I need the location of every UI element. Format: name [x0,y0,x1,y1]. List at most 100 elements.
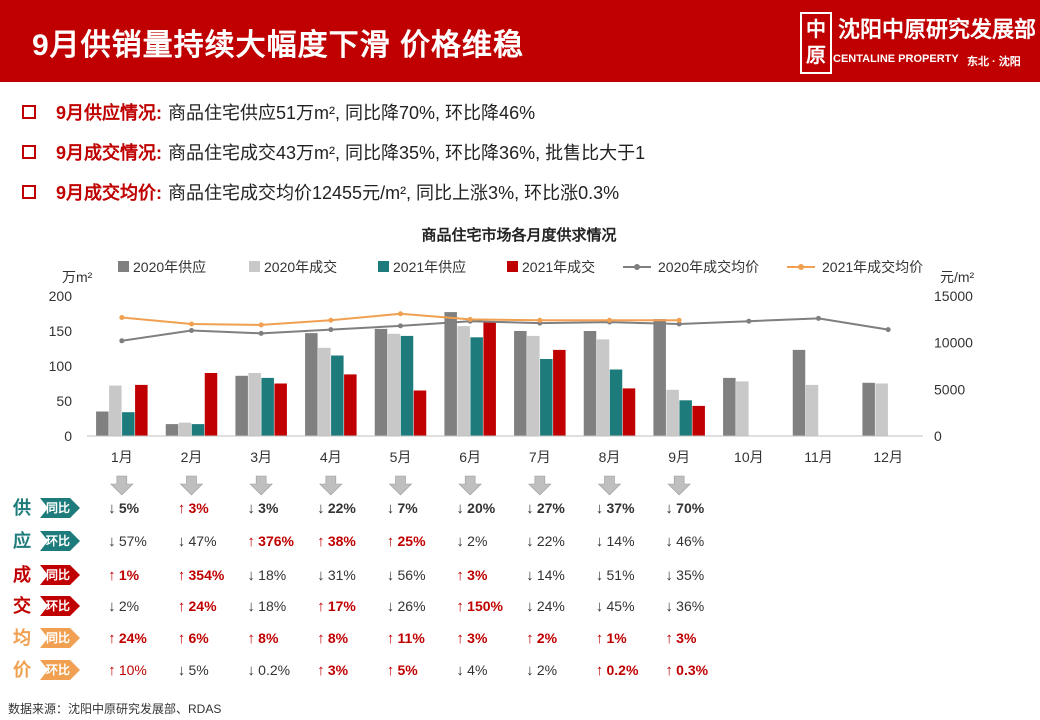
table-cell-value: 0.2% [258,662,290,678]
cell-number: 3 [467,567,475,583]
cell-percent: % [413,567,425,583]
cell-number: 25 [398,533,414,549]
cell-number: 3 [467,630,475,646]
cell-percent: % [336,630,349,646]
cell-number: 27 [537,500,553,516]
down-arrow-icon: ↓ [665,567,673,584]
cell-percent: % [343,567,355,583]
cell-number: 5 [189,662,197,678]
group-label-char: 交 [13,595,31,616]
line-2020年成交均价 [121,317,889,342]
company-name-en: CENTALINE PROPERTY [833,53,959,65]
bar-2021年成交 [413,390,427,436]
cell-percent: % [692,567,704,583]
cell-number: 5 [119,500,127,516]
x-tick-label: 11月 [804,449,833,465]
up-arrow-icon: ↑ [178,630,186,647]
table-cell-value: 0.2% [607,662,639,678]
down-arrow-icon: ↓ [596,598,604,615]
bar-2020年供应 [792,349,806,436]
bar-2021年成交 [204,373,218,436]
table-cell-value: 10% [119,662,147,678]
x-tick-label: 8月 [599,449,621,465]
cell-number: 51 [607,567,623,583]
supply-demand-chart: 商品住宅市场各月度供求情况 2020年供应 2020年成交 2021年供应 2021年成… [12,226,975,680]
bar-2021年供应 [470,337,483,436]
bar-2021年供应 [191,424,205,436]
row-tag-arrow [40,660,80,680]
table-cell-value: 3% [467,630,488,646]
cell-number: 56 [398,567,414,583]
y-tick-right: 15000 [934,288,973,304]
bar-2021年供应 [331,355,344,436]
up-arrow-icon: ↑ [178,598,186,615]
table-cell-value: 22% [537,533,565,549]
down-arrow-icon [667,475,691,496]
bar-2020年供应 [235,375,248,436]
table-cell-value: 24% [119,630,148,646]
cell-percent: % [274,598,286,614]
company-name: 沈阳中原研究发展部 [838,17,1037,42]
row-tag-arrow [40,565,80,585]
cell-percent: % [282,533,295,549]
cell-percent: % [196,662,208,678]
table-cell-value: 14% [607,533,635,549]
up-arrow-icon: ↑ [108,662,116,679]
up-arrow-icon: ↑ [108,567,116,584]
cell-number: 1 [607,630,615,646]
down-arrow-icon [319,475,343,496]
bar-2021年供应 [679,400,692,436]
down-arrow-icon: ↓ [108,533,116,550]
bar-2021年成交 [692,405,705,436]
cell-number: 18 [258,598,274,614]
point-2020年成交均价 [328,327,334,333]
bar-2020年成交 [875,383,888,436]
bar-2020年供应 [305,333,318,436]
cell-number: 38 [328,533,344,549]
down-arrow-icon: ↓ [387,598,395,615]
cell-percent: % [196,500,209,516]
bar-2021年成交 [344,374,357,436]
down-arrow-icon: ↓ [108,598,116,615]
cell-percent: % [278,662,290,678]
bullet-price: 9月成交均价: 商品住宅成交均价12455元/m², 同比上涨3%, 环比涨0.… [20,172,645,212]
table-cell-value: 8% [258,630,279,646]
y-tick-left: 50 [56,393,72,409]
table-cell-value: 17% [328,598,357,614]
company-region: 东北 · 沈阳 [967,56,1021,68]
bar-2020年成交 [596,339,610,436]
bar-2020年成交 [736,381,749,436]
table-cell-value: 20% [467,500,496,516]
row-tag-label: 同比 [46,500,70,515]
cell-percent: % [475,533,487,549]
x-tick-label: 2月 [181,449,203,465]
up-arrow-icon: ↑ [665,662,673,679]
legend-label: 2021年成交 [522,259,595,275]
cell-number: 26 [398,598,414,614]
cell-percent: % [405,500,418,516]
x-tick-label: 7月 [529,449,551,465]
down-arrow-icon: ↓ [247,598,255,615]
cell-percent: % [475,662,487,678]
cell-percent: % [405,662,418,678]
down-arrow-icon: ↓ [317,500,325,517]
cell-percent: % [491,598,504,614]
bar-2021年供应 [540,359,553,436]
row-tag-label: 环比 [46,598,70,613]
down-arrow-icon: ↓ [387,567,395,584]
up-arrow-icon: ↑ [526,630,534,647]
table-cell-value: 57% [119,533,147,549]
up-arrow-icon: ↑ [108,630,116,647]
cell-percent: % [204,533,216,549]
bar-2021年成交 [553,349,566,436]
cell-number: 24 [537,598,553,614]
summary-bullets: 9月供应情况: 商品住宅供应51万m², 同比降70%, 环比降46% 9月成交… [20,92,645,212]
up-arrow-icon: ↑ [387,533,395,550]
cell-percent: % [127,598,139,614]
x-tick-label: 1月 [111,449,133,465]
table-cell-value: 31% [328,567,356,583]
cell-number: 18 [258,567,274,583]
cell-number: 11 [398,630,413,646]
table-cell-value: 5% [189,662,209,678]
table-cell-value: 38% [328,533,357,549]
